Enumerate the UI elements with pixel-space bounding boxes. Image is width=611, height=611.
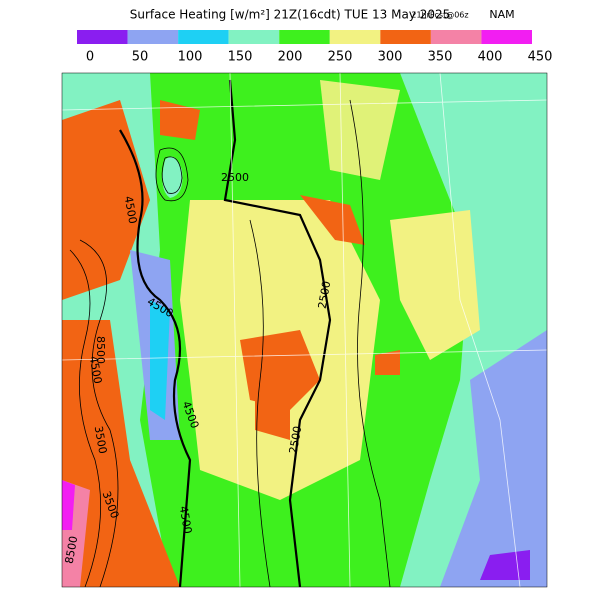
- title: Surface Heating [w/m²] 21Z(16cdt) TUE 13…: [130, 8, 451, 22]
- colorbar-label: 200: [278, 50, 303, 65]
- colorbar-segment: [228, 30, 280, 44]
- contour-label: 8500: [63, 535, 81, 565]
- colorbar-label: 250: [328, 50, 353, 65]
- contour-label: 8500: [94, 336, 107, 364]
- colorbar-label: 450: [528, 50, 553, 65]
- colorbar-segment: [481, 30, 532, 44]
- colorbar-segment: [127, 30, 179, 44]
- colorbar: 0 50 100 150 200 250 300 350 400 450: [77, 30, 552, 65]
- colorbar-label: 100: [178, 50, 203, 65]
- colorbar-segment: [77, 30, 128, 44]
- contour-label: 3500: [92, 425, 110, 455]
- colorbar-segment: [279, 30, 330, 44]
- colorbar-label: 150: [228, 50, 253, 65]
- contour-label: 4500: [122, 195, 140, 225]
- colorbar-label: 50: [132, 50, 149, 65]
- contour-label: 2500: [287, 425, 305, 455]
- contour-label: 4500: [177, 505, 195, 535]
- forecast-label: 21hrFcst@06z: [411, 11, 468, 20]
- contour-label: 2500: [316, 280, 334, 310]
- map: [61, 72, 548, 588]
- contour-label: 2500: [221, 171, 249, 184]
- colorbar-label: 400: [478, 50, 503, 65]
- colorbar-segment: [329, 30, 381, 44]
- colorbar-label: 0: [86, 50, 94, 65]
- colorbar-label: 350: [428, 50, 453, 65]
- colorbar-segment: [430, 30, 482, 44]
- colorbar-segment: [380, 30, 431, 44]
- contour-label: 4500: [87, 355, 105, 385]
- colorbar-label: 300: [378, 50, 403, 65]
- colorbar-segment: [178, 30, 229, 44]
- model-label: NAM: [489, 8, 514, 21]
